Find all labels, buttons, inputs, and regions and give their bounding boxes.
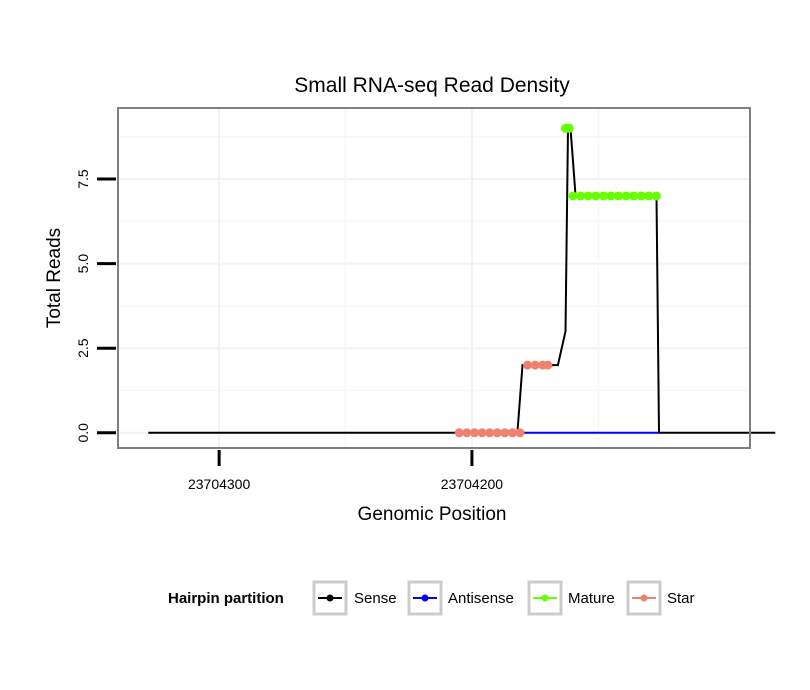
data-point-star xyxy=(507,428,517,438)
x-axis-label: Genomic Position xyxy=(358,504,507,525)
data-point-star xyxy=(543,360,553,370)
legend-item-mature: Mature xyxy=(527,580,615,616)
series-layer xyxy=(148,123,776,438)
data-point-star xyxy=(500,428,510,438)
legend: Hairpin partition Sense Antisense Mature St… xyxy=(168,580,695,616)
y-axis-label: Total Reads xyxy=(44,228,65,328)
legend-label: Antisense xyxy=(448,590,514,607)
plot-panel xyxy=(118,108,750,448)
legend-key-point xyxy=(640,594,648,602)
legend-label: Star xyxy=(667,590,695,607)
legend-label: Sense xyxy=(354,590,397,607)
x-tick-label: 23704300 xyxy=(188,476,251,492)
y-tick-label: 5.0 xyxy=(75,254,91,274)
series-star xyxy=(454,360,553,438)
data-point-star xyxy=(462,428,472,438)
legend-key-point xyxy=(326,594,334,602)
chart-title: Small RNA-seq Read Density xyxy=(294,74,570,97)
data-point-mature xyxy=(576,191,586,201)
data-point-star xyxy=(515,428,525,438)
data-point-star xyxy=(454,428,464,438)
y-tick-label: 0.0 xyxy=(75,423,91,443)
data-point-mature xyxy=(583,191,593,201)
legend-item-star: Star xyxy=(626,580,695,616)
data-point-star xyxy=(530,360,540,370)
legend-item-antisense: Antisense xyxy=(407,580,514,616)
y-tick-label: 7.5 xyxy=(75,169,91,189)
data-point-star xyxy=(523,360,533,370)
data-point-mature xyxy=(598,191,608,201)
plot-border xyxy=(117,107,751,449)
legend-title: Hairpin partition xyxy=(168,590,284,607)
data-point-star xyxy=(477,428,487,438)
data-point-mature xyxy=(614,191,624,201)
data-point-mature xyxy=(636,191,646,201)
data-point-star xyxy=(469,428,479,438)
y-tick-label: 2.5 xyxy=(75,338,91,358)
legend-key-point xyxy=(421,594,429,602)
y-axis: 0.0 2.5 5.0 7.5 xyxy=(75,169,116,443)
legend-item-sense: Sense xyxy=(312,580,397,616)
data-point-mature xyxy=(644,191,654,201)
data-point-mature xyxy=(629,191,639,201)
data-point-star xyxy=(485,428,495,438)
x-tick-label: 23704200 xyxy=(441,476,504,492)
data-point-mature xyxy=(606,191,616,201)
series-mature xyxy=(560,123,661,201)
data-point-star xyxy=(492,428,502,438)
data-point-mature xyxy=(568,191,578,201)
data-point-mature xyxy=(621,191,631,201)
data-point-mature xyxy=(651,191,661,201)
data-point-mature xyxy=(591,191,601,201)
data-point-mature xyxy=(564,123,574,133)
legend-label: Mature xyxy=(568,590,615,607)
x-axis: 23704300 23704200 xyxy=(188,450,503,492)
legend-key-point xyxy=(541,594,549,602)
